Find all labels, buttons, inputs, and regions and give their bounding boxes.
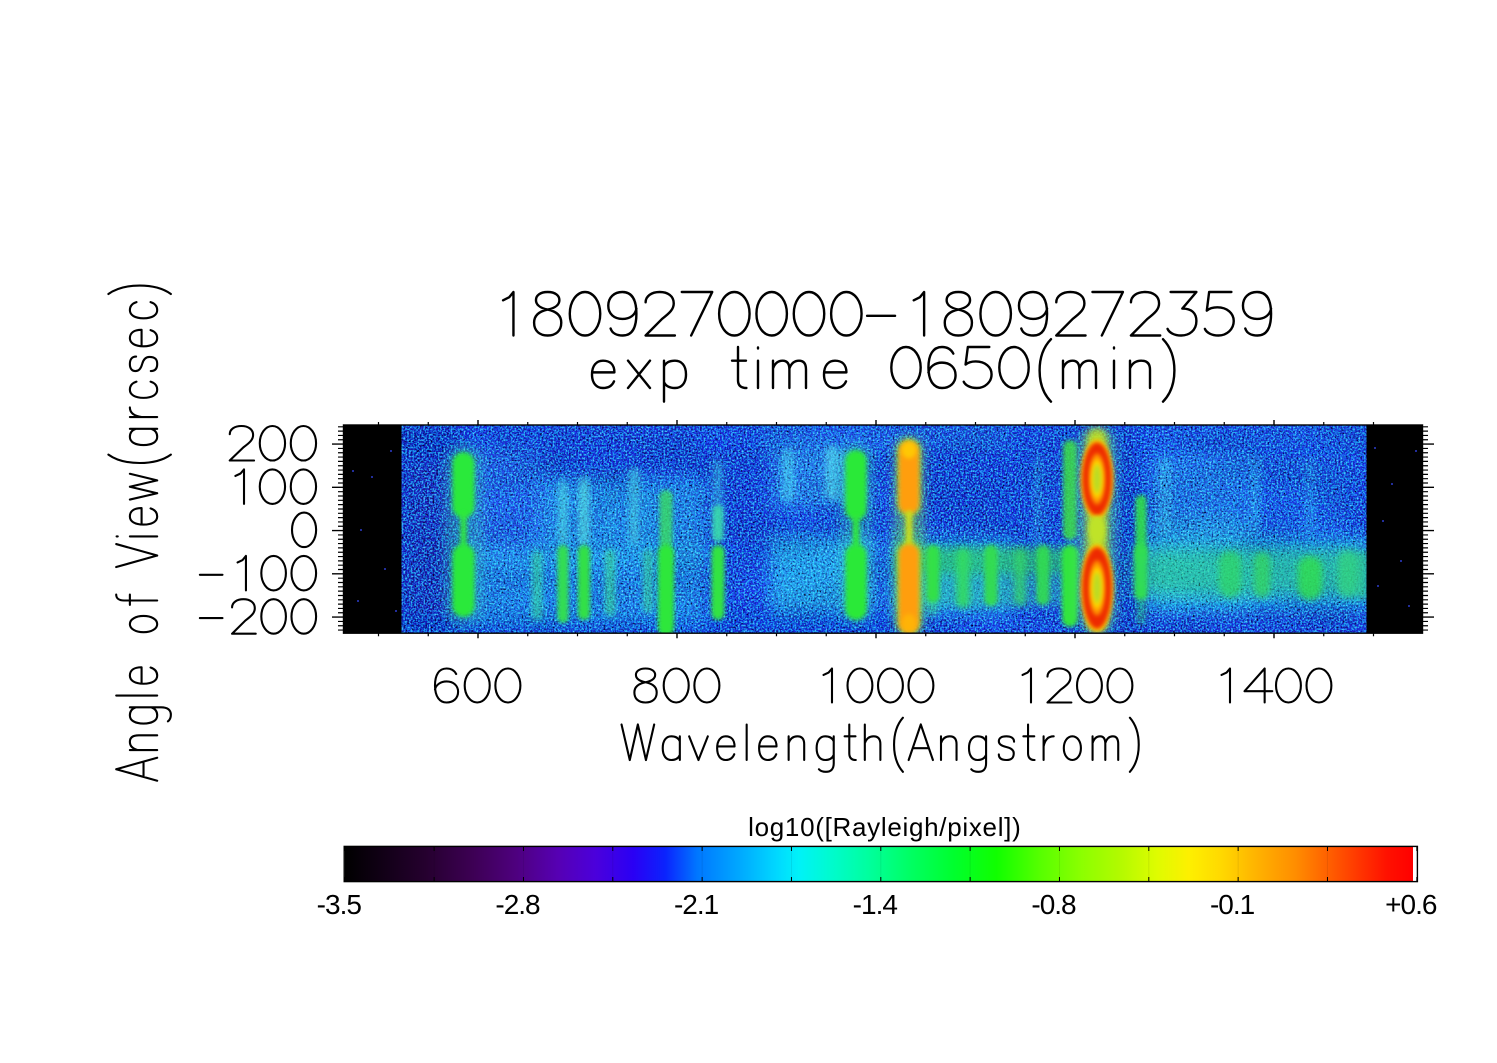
svg-text:-0.8: -0.8 xyxy=(1031,889,1076,920)
svg-text:-2.1: -2.1 xyxy=(674,889,719,920)
svg-text:-3.5: -3.5 xyxy=(317,889,362,920)
svg-text:-1.4: -1.4 xyxy=(853,889,898,920)
svg-text:log10([Rayleigh/pixel]): log10([Rayleigh/pixel]) xyxy=(748,812,1021,842)
svg-text:+0.6: +0.6 xyxy=(1385,889,1437,920)
svg-text:-2.8: -2.8 xyxy=(495,889,540,920)
svg-text:-0.1: -0.1 xyxy=(1210,889,1255,920)
